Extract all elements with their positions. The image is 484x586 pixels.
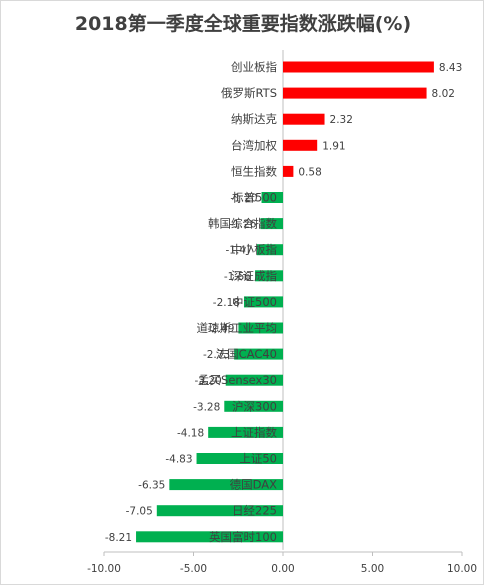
bar-5: [261, 192, 283, 203]
category-label-13: 沪深300: [232, 399, 277, 413]
bar-18: [136, 531, 283, 543]
x-tick-label-2: 0.00: [271, 563, 294, 575]
bar-16: [169, 479, 283, 491]
category-label-3: 台湾加权: [231, 138, 277, 152]
bar-2: [283, 113, 325, 125]
category-label-2: 纳斯达克: [231, 112, 277, 126]
bar-8: [255, 270, 283, 282]
category-label-11: 法国CAC40: [216, 347, 277, 361]
category-label-14: 上证指数: [231, 425, 277, 439]
category-label-0: 创业板指: [231, 60, 277, 74]
x-tick-label-0: -10.00: [87, 563, 121, 575]
value-label-15: -4.83: [165, 454, 192, 466]
value-label-13: -3.28: [193, 401, 220, 413]
bar-3: [283, 139, 318, 151]
category-label-18: 英国富时100: [209, 530, 277, 544]
value-label-3: 1.91: [322, 140, 345, 152]
value-label-18: -8.21: [105, 532, 132, 544]
value-label-7: -1.47: [226, 245, 253, 257]
category-label-6: 韩国综合指数: [208, 217, 277, 231]
category-label-17: 日经225: [232, 504, 277, 518]
category-label-16: 德国DAX: [230, 478, 278, 492]
category-label-8: 深证成指: [231, 269, 277, 283]
bar-1: [283, 87, 427, 99]
category-label-7: 中小板指: [231, 243, 277, 257]
bar-14: [208, 426, 283, 438]
bar-10: [238, 322, 283, 334]
category-label-15: 上证50: [239, 452, 277, 466]
category-label-1: 俄罗斯RTS: [221, 86, 277, 100]
bar-0: [283, 61, 434, 73]
value-label-17: -7.05: [126, 506, 153, 518]
bar-6: [260, 218, 283, 230]
category-label-9: 中证500: [232, 295, 277, 309]
category-label-10: 道琼斯工业平均: [197, 321, 278, 335]
value-label-16: -6.35: [138, 480, 165, 492]
value-label-8: -1.56: [224, 271, 251, 283]
bar-13: [224, 400, 283, 412]
chart-title: 2018第一季度全球重要指数涨跌幅(%): [74, 13, 412, 35]
bar-12: [225, 374, 283, 386]
value-label-1: 8.02: [432, 88, 455, 100]
bar-15: [196, 453, 283, 464]
value-label-2: 2.32: [330, 114, 353, 126]
category-label-12: 孟买Sensex30: [198, 373, 277, 387]
value-label-0: 8.43: [439, 62, 462, 74]
x-tick-label-4: 10.00: [447, 563, 477, 575]
value-label-9: -2.18: [213, 297, 240, 309]
value-label-12: -3.20: [195, 375, 222, 387]
bar-11: [234, 348, 283, 360]
bar-4: [283, 165, 294, 177]
value-label-5: -1.20: [230, 193, 257, 205]
x-tick-label-3: 5.00: [361, 563, 384, 575]
value-label-14: -4.18: [177, 427, 204, 439]
value-label-4: 0.58: [298, 166, 321, 178]
value-label-10: -2.49: [207, 323, 234, 335]
category-label-4: 恒生指数: [231, 164, 277, 178]
value-label-6: -1.26: [229, 219, 256, 231]
value-label-11: -2.73: [203, 349, 230, 361]
category-label-5: 标普500: [232, 191, 277, 205]
x-tick-label-1: -5.00: [180, 563, 207, 575]
bar-9: [243, 296, 283, 308]
bar-17: [156, 505, 283, 517]
bar-7: [256, 244, 283, 256]
